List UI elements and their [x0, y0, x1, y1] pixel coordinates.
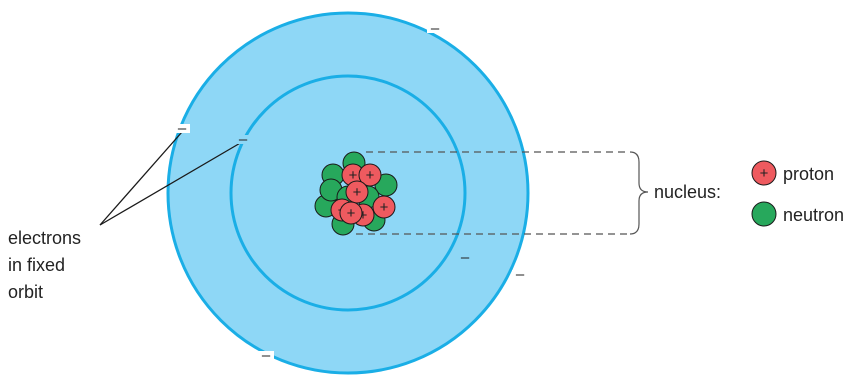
electron: –: [258, 347, 274, 364]
legend-neutron-label: neutron: [783, 205, 844, 225]
proton: +: [358, 163, 382, 187]
svg-text:+: +: [353, 184, 362, 201]
curly-brace: [629, 151, 649, 235]
nucleus-bracket: [356, 151, 649, 235]
leader-line-inner-electron: [99, 141, 243, 226]
neutron-icon: [751, 201, 777, 227]
electron: –: [174, 120, 190, 137]
electron-leader-lines: [99, 131, 243, 226]
leader-line-outer-electron: [99, 131, 183, 226]
svg-text:–: –: [431, 20, 440, 37]
svg-text:+: +: [347, 205, 356, 222]
nucleus: + + + + + + +: [314, 151, 398, 236]
electron: –: [512, 266, 528, 283]
svg-text:–: –: [262, 347, 271, 364]
svg-text:+: +: [359, 207, 368, 224]
electron: –: [235, 131, 251, 148]
svg-text:+: +: [380, 199, 389, 216]
electron: –: [427, 20, 443, 37]
nucleus-label: nucleus:: [654, 182, 721, 202]
proton: +: [372, 195, 396, 219]
electrons: – – – – – –: [174, 20, 528, 364]
proton-icon: +: [751, 160, 777, 186]
proton: +: [345, 180, 369, 204]
svg-text:–: –: [239, 131, 248, 148]
svg-text:+: +: [366, 167, 375, 184]
proton: +: [339, 201, 363, 225]
svg-text:+: +: [760, 165, 769, 182]
electrons-label: electrons in fixed orbit: [8, 228, 86, 302]
legend: + proton neutron: [751, 160, 844, 227]
electron: –: [457, 249, 473, 266]
inner-orbit: [229, 74, 467, 312]
svg-text:+: +: [349, 167, 358, 184]
svg-text:–: –: [178, 120, 187, 137]
svg-text:–: –: [461, 249, 470, 266]
legend-proton-label: proton: [783, 164, 834, 184]
svg-text:–: –: [516, 266, 525, 283]
